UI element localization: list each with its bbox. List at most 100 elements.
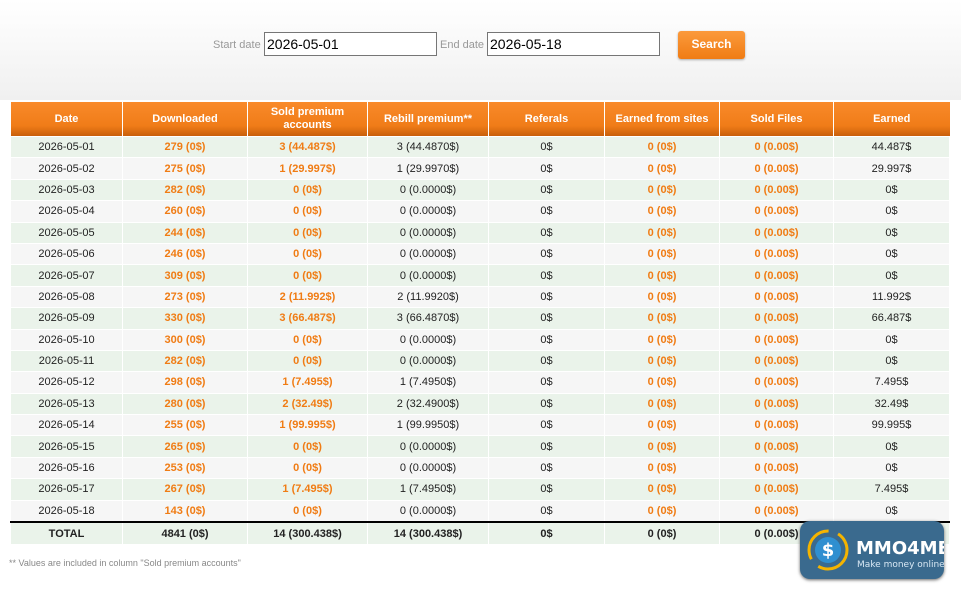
table-cell: 99.995$ xyxy=(833,414,950,437)
table-cell: 0 (0$) xyxy=(604,499,720,523)
table-cell: 3 (66.487$) xyxy=(247,307,368,330)
column-header: Referals xyxy=(488,102,605,137)
table-cell: 0 (0$) xyxy=(604,242,720,266)
table-cell: 2 (11.9920$) xyxy=(367,285,489,309)
column-header: Date xyxy=(10,102,123,137)
start-input[interactable]: 2026-05-01 xyxy=(264,32,437,56)
table-cell: 0 (0.00$) xyxy=(719,178,834,202)
table-row: 2026-05-04 260 (0$) 0 (0$) 0 (0.0000$) 0$ 0 (… xyxy=(10,200,950,223)
table-cell: 2026-05-11 xyxy=(10,349,123,373)
table-cell: 0 (0.00$) xyxy=(719,456,834,480)
search-button[interactable]: Search xyxy=(678,31,745,59)
table-cell: 0 (0.00$) xyxy=(719,157,834,180)
table-cell: 2026-05-15 xyxy=(10,435,123,458)
table-cell: 0$ xyxy=(488,371,605,394)
table-cell: 0 (0.00$) xyxy=(719,499,834,523)
table-cell: 0 (0$) xyxy=(604,157,720,180)
table-cell: 7.495$ xyxy=(833,478,950,501)
table-cell: 0 (0$) xyxy=(604,135,720,159)
table-cell: 1 (99.9950$) xyxy=(367,414,489,437)
table-cell: 7.495$ xyxy=(833,371,950,394)
table-cell: 0$ xyxy=(488,178,605,202)
table-cell: 2026-05-13 xyxy=(10,392,123,416)
table-cell: 0 (0$) xyxy=(604,392,720,416)
table-cell: 2026-05-10 xyxy=(10,328,123,351)
table-cell: 0 (0.00$) xyxy=(719,371,834,394)
table-cell: 1 (7.495$) xyxy=(247,371,368,394)
column-header: Earned xyxy=(833,102,950,137)
table-cell: 2026-05-12 xyxy=(10,371,123,394)
table-cell: 0$ xyxy=(833,435,950,458)
table-cell: 260 (0$) xyxy=(122,200,248,223)
total-cell: 14 (300.438$) xyxy=(367,521,489,546)
table-cell: 282 (0$) xyxy=(122,349,248,373)
table-row: 2026-05-12 298 (0$) 1 (7.495$) 1 (7.4950$) 0… xyxy=(10,371,950,394)
column-header: Sold premium accounts xyxy=(247,102,368,137)
table-cell: 2026-05-17 xyxy=(10,478,123,501)
table-cell: 0$ xyxy=(833,221,950,244)
table-cell: 0 (0$) xyxy=(604,200,720,223)
table-cell: 0$ xyxy=(833,178,950,202)
table-cell: 0 (0$) xyxy=(604,307,720,330)
table-cell: 2026-05-03 xyxy=(10,178,123,202)
table-cell: 0 (0.0000$) xyxy=(367,178,489,202)
table-cell: 3 (44.4870$) xyxy=(367,135,489,159)
table-cell: 2 (32.4900$) xyxy=(367,392,489,416)
table-cell: 0$ xyxy=(833,242,950,266)
table-row: 2026-05-06 246 (0$) 0 (0$) 0 (0.0000$) 0$ 0 (… xyxy=(10,242,950,266)
table-cell: 0$ xyxy=(488,328,605,351)
table-cell: 0 (0.00$) xyxy=(719,414,834,437)
table-cell: 0 (0$) xyxy=(247,200,368,223)
table-cell: 0$ xyxy=(488,414,605,437)
table-cell: 0 (0$) xyxy=(247,456,368,480)
table-cell: 0 (0$) xyxy=(604,414,720,437)
table-cell: 0 (0$) xyxy=(247,499,368,523)
table-row: 2026-05-02 275 (0$) 1 (29.997$) 1 (29.9970$… xyxy=(10,157,950,180)
table-cell: 0 (0.0000$) xyxy=(367,221,489,244)
table-cell: 0$ xyxy=(833,349,950,373)
table-cell: 273 (0$) xyxy=(122,285,248,309)
table-cell: 330 (0$) xyxy=(122,307,248,330)
table-cell: 246 (0$) xyxy=(122,242,248,266)
table-cell: 0 (0.0000$) xyxy=(367,456,489,480)
table-cell: 1 (29.9970$) xyxy=(367,157,489,180)
table-cell: 275 (0$) xyxy=(122,157,248,180)
header-row: Date Downloaded Sold premium accounts Rebil… xyxy=(10,102,950,137)
table-cell: 0 (0$) xyxy=(604,328,720,351)
table-cell: 267 (0$) xyxy=(122,478,248,501)
table-cell: 1 (7.495$) xyxy=(247,478,368,501)
table-cell: 2026-05-04 xyxy=(10,200,123,223)
table-cell: 0$ xyxy=(488,435,605,458)
table-cell: 0 (0.0000$) xyxy=(367,349,489,373)
end-input[interactable]: 2026-05-18 xyxy=(487,32,660,56)
column-header: Downloaded xyxy=(122,102,248,137)
table-cell: 0 (0$) xyxy=(247,178,368,202)
table-cell: 29.997$ xyxy=(833,157,950,180)
table-cell: 0$ xyxy=(488,456,605,480)
table-cell: 2026-05-02 xyxy=(10,157,123,180)
column-header: Earned from sites xyxy=(604,102,720,137)
total-cell: 0 (0$) xyxy=(604,521,720,546)
table-cell: 143 (0$) xyxy=(122,499,248,523)
table-cell: 0$ xyxy=(488,157,605,180)
table-cell: 0 (0.0000$) xyxy=(367,264,489,287)
table-cell: 0 (0.0000$) xyxy=(367,200,489,223)
table-cell: 2026-05-14 xyxy=(10,414,123,437)
table-cell: 0 (0.00$) xyxy=(719,285,834,309)
table-cell: 2026-05-01 xyxy=(10,135,123,159)
table-row: 2026-05-18 143 (0$) 0 (0$) 0 (0.0000$) 0$ 0 (… xyxy=(10,499,950,523)
table-cell: 0 (0.00$) xyxy=(719,392,834,416)
logo-art: $ MMO4ME Make money online xyxy=(807,529,944,571)
table-row: 2026-05-10 300 (0$) 0 (0$) 0 (0.0000$) 0$ 0 (… xyxy=(10,328,950,351)
table-cell: 0 (0$) xyxy=(247,221,368,244)
table-cell: 1 (99.995$) xyxy=(247,414,368,437)
table-cell: 0 (0$) xyxy=(247,435,368,458)
table-cell: 0 (0$) xyxy=(247,328,368,351)
table-row: 2026-05-05 244 (0$) 0 (0$) 0 (0.0000$) 0$ 0 (… xyxy=(10,221,950,244)
table-cell: 0 (0$) xyxy=(604,285,720,309)
column-header: Rebill premium** xyxy=(367,102,489,137)
table-row: 2026-05-11 282 (0$) 0 (0$) 0 (0.0000$) 0$ 0 (… xyxy=(10,349,950,373)
table-row: 2026-05-13 280 (0$) 2 (32.49$) 2 (32.4900$)… xyxy=(10,392,950,416)
table-cell: 0 (0$) xyxy=(604,478,720,501)
